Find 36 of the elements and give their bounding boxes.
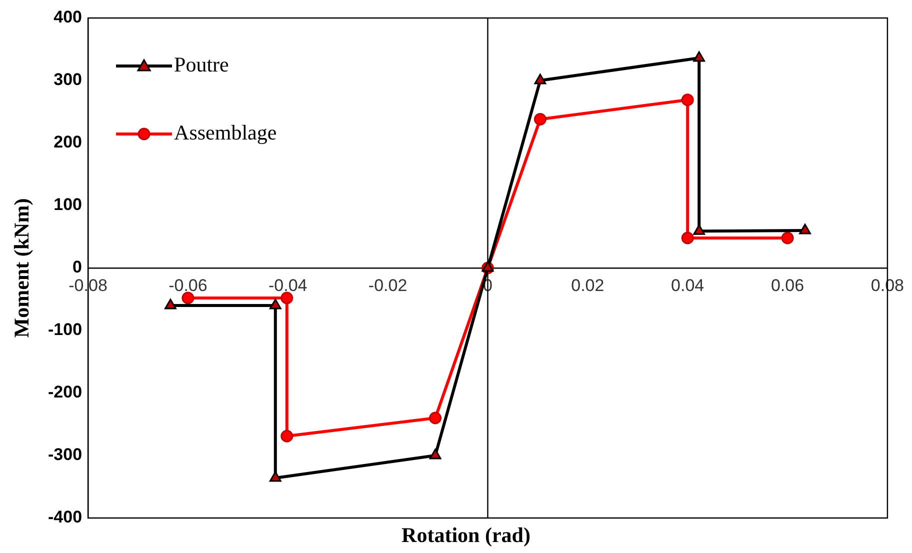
point	[799, 224, 811, 234]
point	[164, 298, 176, 310]
point	[280, 430, 294, 442]
y-tick-label: -400	[48, 508, 82, 527]
y-tick-label: 0	[72, 258, 82, 277]
point	[681, 94, 694, 106]
x-tick-label: 0.06	[770, 276, 804, 295]
y-tick-label: -200	[48, 382, 82, 402]
y-tick-label: 300	[54, 70, 82, 90]
point	[534, 113, 546, 126]
point	[693, 224, 706, 235]
x-tick-label: -0.02	[368, 276, 408, 295]
point	[429, 448, 442, 460]
y-tick-label: 200	[54, 132, 82, 152]
point	[482, 261, 494, 272]
y-tick-label: 400	[54, 8, 82, 27]
y-tick-label: -300	[48, 445, 82, 464]
point	[269, 471, 282, 482]
point	[681, 232, 694, 244]
point	[534, 74, 546, 84]
point	[693, 51, 706, 62]
x-axis-title: Rotation (rad)	[402, 523, 530, 547]
y-tick-label: -100	[48, 320, 82, 340]
x-tick-label: -0.04	[268, 276, 308, 295]
x-tick-label: 0.04	[671, 276, 704, 295]
y-axis-title: Moment (kNm)	[10, 198, 34, 338]
point	[781, 232, 794, 244]
x-tick-label: -0.06	[168, 276, 208, 295]
y-tick-label: 100	[54, 195, 82, 214]
point	[182, 292, 194, 304]
legend-label: Poutre	[174, 52, 229, 77]
point	[269, 298, 282, 310]
legend-label: Assemblage	[174, 120, 277, 145]
point	[280, 292, 294, 304]
point	[429, 412, 442, 424]
x-tick-label: 0.02	[571, 276, 604, 295]
